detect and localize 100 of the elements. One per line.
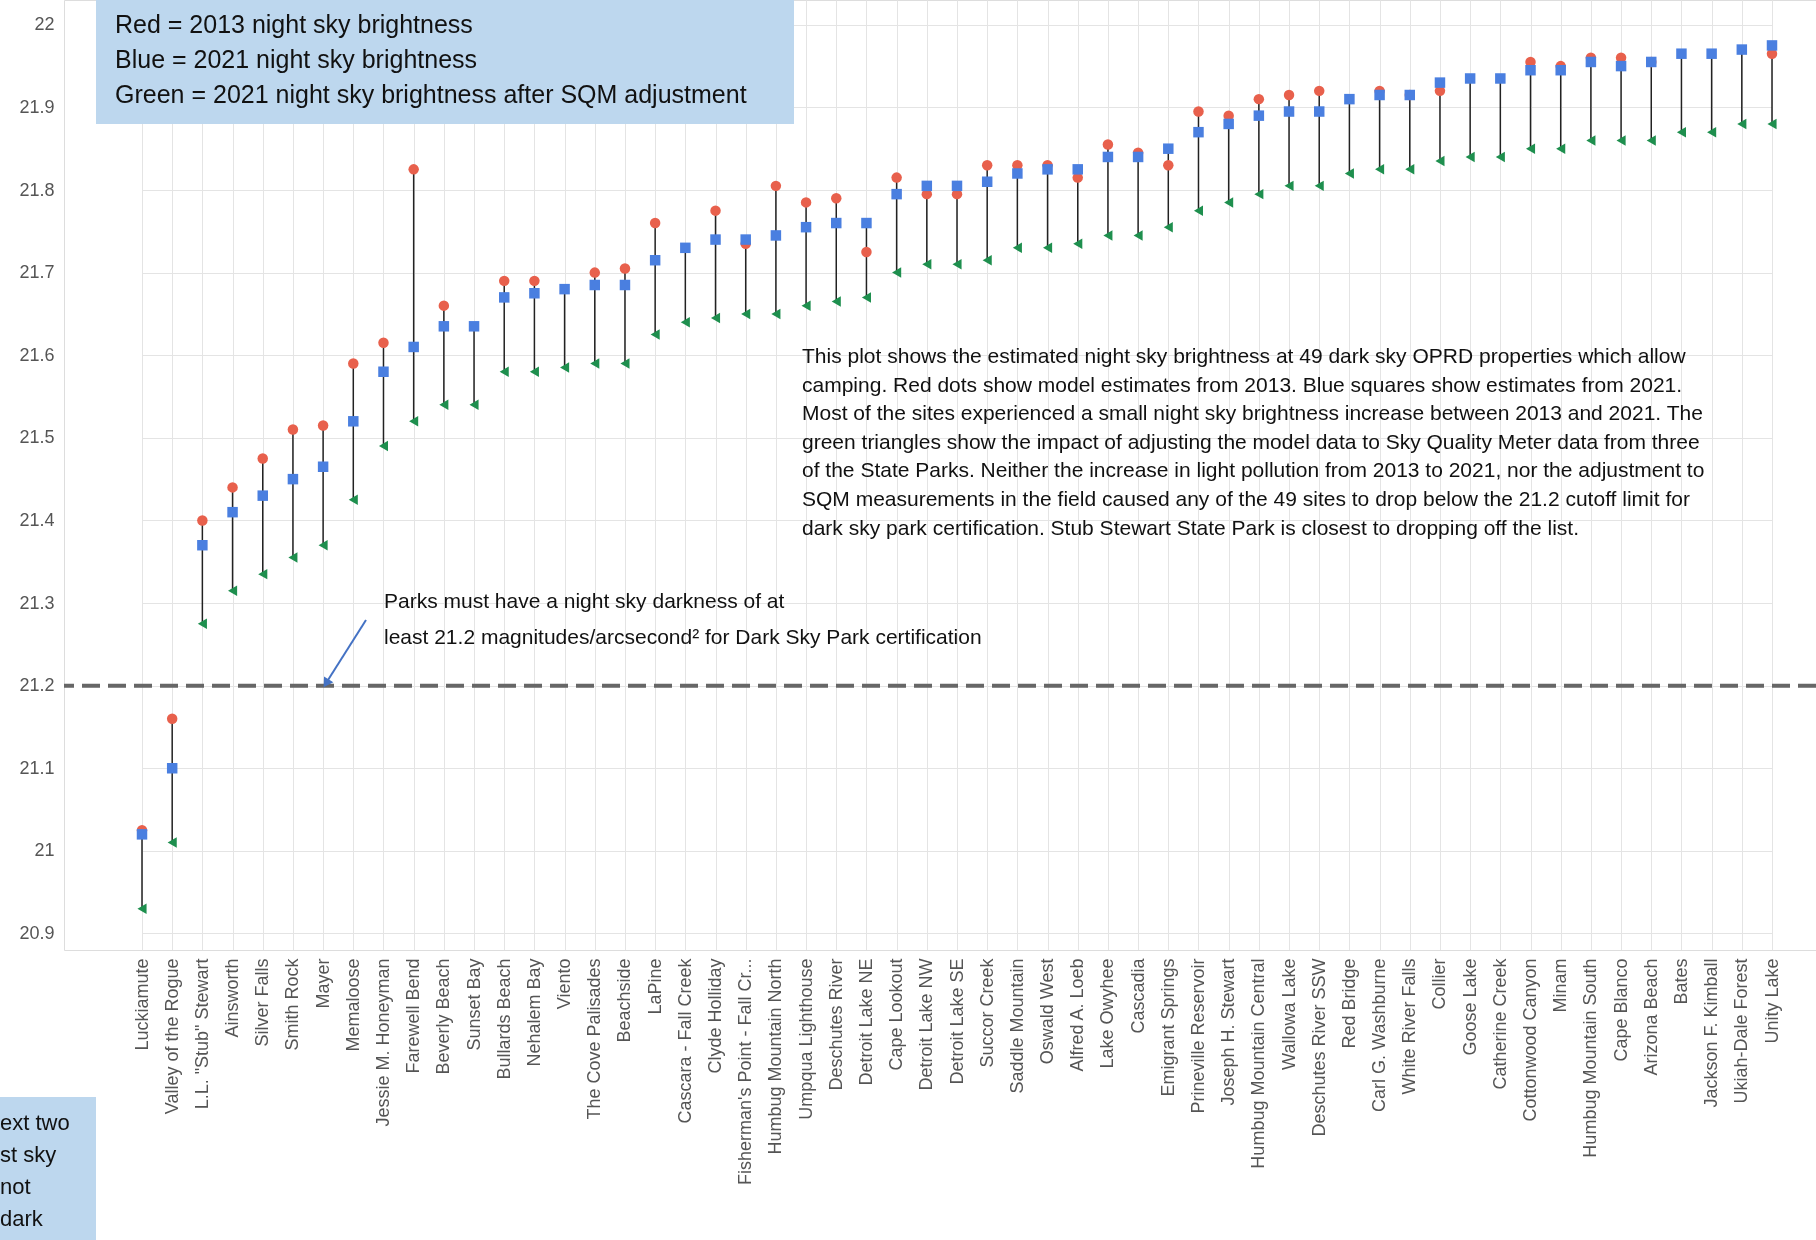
point <box>891 188 902 200</box>
point <box>741 308 751 320</box>
point <box>378 337 389 349</box>
point <box>1073 238 1083 249</box>
point <box>1616 135 1626 146</box>
x-tick-label: Jessie M. Honeyman <box>372 958 393 1127</box>
point <box>1707 126 1717 138</box>
point <box>981 159 993 171</box>
point <box>1012 168 1023 179</box>
x-tick-label: Ainsworth <box>222 958 243 1038</box>
point <box>1043 242 1053 254</box>
x-tick-label: Joseph H. Stewart <box>1218 958 1239 1106</box>
point <box>710 312 721 324</box>
x-tick-label: Humbug Mountain South <box>1580 958 1601 1158</box>
point <box>800 197 812 208</box>
x-tick-label: Beachside <box>614 958 635 1043</box>
point <box>166 713 178 724</box>
x-tick-label: Oswald West <box>1037 958 1058 1065</box>
point <box>1767 118 1777 130</box>
point <box>257 453 268 464</box>
point <box>590 358 600 369</box>
point <box>649 254 661 266</box>
point <box>619 263 631 274</box>
point <box>589 279 601 291</box>
point <box>1706 48 1717 59</box>
point <box>1102 139 1114 150</box>
x-tick-label: Catherine Creek <box>1489 957 1510 1090</box>
point <box>1676 48 1687 59</box>
point <box>378 366 389 377</box>
point <box>1464 73 1476 84</box>
point <box>1646 135 1656 146</box>
x-tick-label: Prineville Reservoir <box>1187 958 1208 1114</box>
x-tick-label: Cascara - Fall Creek <box>674 957 695 1124</box>
point <box>1313 106 1325 117</box>
x-tick-label: The Cove Palisades <box>584 958 605 1120</box>
point <box>469 399 479 411</box>
x-tick-label: Ukiah-Dale Forest <box>1731 958 1752 1104</box>
point <box>137 903 147 914</box>
point <box>800 221 812 233</box>
point <box>861 217 872 229</box>
x-tick-label: Cascadia <box>1127 957 1148 1034</box>
x-tick-label: Minam <box>1550 958 1571 1013</box>
point <box>1405 164 1415 175</box>
x-tick-label: Bullards Beach <box>493 958 514 1080</box>
point <box>801 300 811 311</box>
point <box>1193 106 1204 117</box>
point <box>167 837 177 848</box>
point <box>166 763 178 774</box>
point <box>620 358 630 369</box>
point <box>287 473 299 485</box>
point <box>1012 242 1022 254</box>
x-tick-label: Silver Falls <box>252 958 273 1047</box>
x-tick-label: Umpqua Lighthouse <box>795 958 816 1120</box>
x-tick-label: Valley of the Rogue <box>161 958 182 1115</box>
point <box>649 217 661 229</box>
point <box>1737 118 1747 130</box>
x-tick-label: Fisherman's Point - Fall Cr... <box>735 958 756 1185</box>
point <box>317 461 329 472</box>
point <box>1102 151 1114 163</box>
point <box>861 292 871 303</box>
point <box>1736 44 1748 55</box>
point <box>1525 64 1536 76</box>
point <box>650 329 660 340</box>
point <box>1766 40 1778 51</box>
point <box>348 494 358 506</box>
point <box>831 217 842 229</box>
point <box>227 482 238 493</box>
y-tick-label: 20.9 <box>19 922 55 943</box>
x-tick-label: Wallowa Lake <box>1278 958 1299 1070</box>
point <box>227 506 238 518</box>
point <box>1525 143 1536 154</box>
point <box>197 515 208 526</box>
point <box>1193 205 1204 216</box>
y-tick-label: 21.4 <box>19 509 55 530</box>
x-tick-label: Alfred A. Loeb <box>1067 958 1088 1072</box>
ref-line-label: Parks must have a night sky darkness of at least 21.2 magnitudes/arcsecond² for Dark Sky Park certification <box>384 589 982 648</box>
point <box>892 267 902 278</box>
point <box>498 275 510 287</box>
point <box>982 254 992 266</box>
point <box>438 321 450 332</box>
annotation: Red = 2013 night sky brightness Blue = 2021 night sky brightness Green = 2021 night sky brightness after SQM adjustment <box>115 10 747 108</box>
point <box>258 568 268 580</box>
annotation: This plot shows the estimated night sky brightness at 49 dark sky OPRD properties which allow camping. Red dots show model estimates from 2013. Blue squares show estimates from 2021. Most of the sites experienced a small night sky brightness increase between 2013 and 2021. The green triangles show the impact of adjusting the model data to Sky Quality Meter data from three of the State Parks. Neither the increase in light pollution from 2013 to 2021, nor the adjustment to SQM measurements in the field caused any of the 49 sites to drop below the 21.2 cutoff limit for dark sky park certification. Stub Stewart State Park is closest to dropping off the list. <box>802 344 1705 539</box>
point <box>740 234 751 245</box>
y-tick-label: 21.9 <box>19 96 55 117</box>
y-tick-label: 21.8 <box>19 179 55 200</box>
point <box>529 366 539 377</box>
point <box>1313 85 1325 97</box>
point <box>1283 89 1295 101</box>
point <box>1253 110 1265 121</box>
point <box>1615 60 1627 72</box>
point <box>1163 143 1174 154</box>
point <box>1072 164 1083 175</box>
x-tick-label: Detroit Lake NE <box>855 958 876 1086</box>
point <box>1465 151 1475 163</box>
point <box>1586 135 1596 146</box>
point <box>922 259 932 270</box>
x-tick-label: Red Bridge <box>1338 958 1359 1049</box>
point <box>951 180 963 192</box>
x-tick-label: Jackson F. Kimball <box>1701 958 1722 1108</box>
